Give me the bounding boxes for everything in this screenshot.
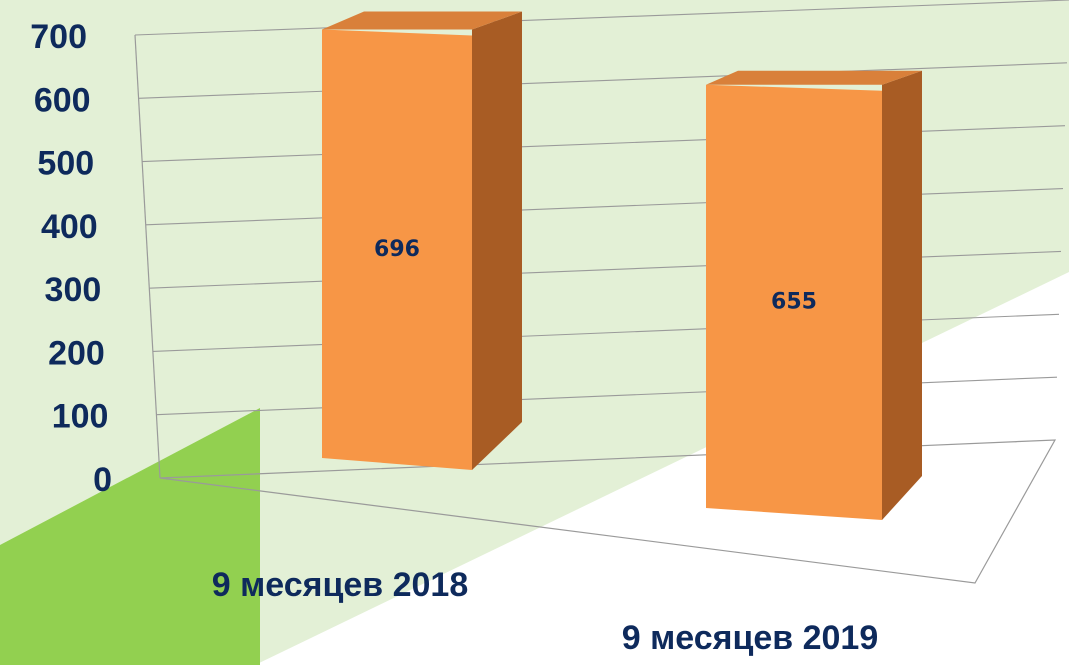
y-tick-label: 500 [37, 145, 94, 183]
bar-side [472, 12, 522, 470]
page: 0 100 200 300 400 500 600 700 696 9 месяцев 2018 6… [0, 0, 1069, 665]
x-tick-label: 9 месяцев 2019 [622, 619, 879, 657]
y-tick-label: 300 [45, 271, 102, 309]
bar-side [882, 71, 922, 520]
y-tick-label: 0 [93, 461, 112, 499]
y-tick-label: 400 [41, 208, 98, 246]
x-tick-label: 9 месяцев 2018 [212, 566, 469, 604]
y-tick-label: 700 [30, 18, 87, 56]
y-tick-label: 100 [52, 398, 109, 436]
chart: 0 100 200 300 400 500 600 700 696 9 месяцев 2018 6… [0, 0, 1069, 665]
value-label: 696 [374, 237, 420, 262]
y-tick-label: 600 [34, 81, 91, 119]
y-tick-label: 200 [48, 334, 105, 372]
value-label: 655 [771, 289, 817, 314]
